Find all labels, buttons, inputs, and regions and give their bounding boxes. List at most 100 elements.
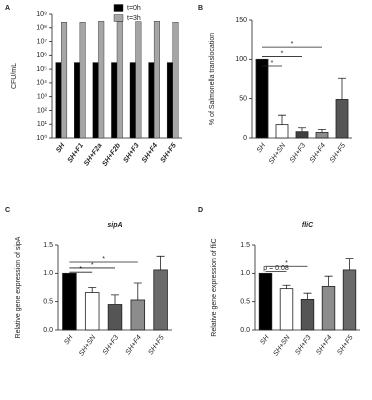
bar <box>153 269 168 331</box>
y-tick-label: 1.0 <box>240 270 250 277</box>
x-tick-label: SH+F1 <box>67 142 85 164</box>
bar <box>62 272 77 331</box>
bar <box>130 299 146 331</box>
y-tick-label: 10⁴ <box>36 80 47 87</box>
bar <box>98 21 105 139</box>
annotation: * <box>271 60 274 67</box>
x-tick-label: SH+F3 <box>294 334 312 356</box>
error-bar <box>324 275 333 287</box>
x-tick-label: SH+F3 <box>289 142 307 164</box>
bar <box>295 131 309 139</box>
bar <box>300 298 315 331</box>
panel-label: B <box>198 5 203 12</box>
x-tick-label: SH+F5 <box>329 142 347 164</box>
bar <box>315 132 329 139</box>
annotation: p = 0.08 <box>263 265 289 272</box>
x-tick-label: SH+SN <box>272 333 292 357</box>
panel-label: C <box>5 207 10 214</box>
bar <box>166 62 173 139</box>
error-bar <box>345 258 354 270</box>
bar <box>79 22 86 139</box>
bar <box>116 21 123 139</box>
x-tick-label: SH+F5 <box>147 334 165 356</box>
legend-label: t=3h <box>127 15 141 22</box>
annotation: * <box>281 50 284 57</box>
bar <box>335 99 349 139</box>
x-tick-label: SH+F5 <box>160 142 178 164</box>
y-tick-label: 10⁶ <box>36 52 47 59</box>
y-tick-label: 10² <box>37 107 48 114</box>
y-tick-label: 100 <box>235 56 247 63</box>
x-tick-label: SH+F4 <box>141 142 159 164</box>
x-tick-label: SH+F2b <box>101 142 122 168</box>
legend-swatch <box>113 4 124 12</box>
y-axis-label: % of Salmonella translocation <box>209 33 216 125</box>
x-tick-label: SH <box>259 333 271 346</box>
x-tick-label: SH+F4 <box>309 142 327 164</box>
y-tick-label: 1.5 <box>240 242 250 249</box>
bar <box>55 62 62 139</box>
bar <box>107 304 123 331</box>
annotation: * <box>291 41 294 48</box>
bar <box>279 288 294 331</box>
bar <box>153 21 160 139</box>
panel-label: A <box>5 5 10 12</box>
legend-label: t=0h <box>127 5 141 12</box>
annotation: * <box>285 260 288 267</box>
y-tick-label: 10³ <box>37 94 48 101</box>
y-tick-label: 10¹ <box>37 121 48 128</box>
error-bar <box>88 287 97 293</box>
x-tick-label: SH+F3 <box>122 142 140 164</box>
y-tick-label: 0.0 <box>240 327 250 334</box>
y-axis-label: CFU/mL <box>11 63 18 89</box>
bar <box>135 21 142 139</box>
bar <box>342 269 357 331</box>
bar <box>61 22 68 139</box>
y-axis-label: Relative gene expression of sipA <box>15 236 22 338</box>
annotation: * <box>91 262 94 269</box>
error-bar <box>282 284 291 289</box>
y-tick-label: 0 <box>243 135 247 142</box>
annotation: * <box>102 256 105 263</box>
y-tick-label: 50 <box>239 96 247 103</box>
y-tick-label: 10⁸ <box>36 25 47 32</box>
x-tick-label: SH <box>55 141 67 154</box>
bar <box>275 124 289 139</box>
y-tick-label: 0.5 <box>43 299 53 306</box>
y-tick-label: 10⁷ <box>37 38 48 45</box>
error-bar <box>156 255 165 270</box>
bar <box>92 62 99 139</box>
x-tick-label: SH <box>256 141 268 154</box>
y-tick-label: 0.5 <box>240 299 250 306</box>
y-tick-label: 1.0 <box>43 270 53 277</box>
bar <box>172 22 179 139</box>
bar <box>255 58 269 139</box>
bar <box>148 62 155 139</box>
y-tick-label: 150 <box>235 17 247 24</box>
panel-label: D <box>198 207 203 214</box>
chart-title: fliC <box>302 222 314 229</box>
y-tick-label: 1.5 <box>43 242 53 249</box>
x-tick-label: SH+F3 <box>102 334 120 356</box>
bar <box>129 62 136 139</box>
error-bar <box>278 114 286 125</box>
bar <box>258 272 273 331</box>
bar <box>84 292 100 331</box>
legend-swatch <box>113 14 124 22</box>
error-bar <box>338 77 346 100</box>
y-tick-label: 10⁹ <box>36 11 47 18</box>
error-bar <box>318 128 326 133</box>
error-bar <box>133 282 142 300</box>
chart-title: sipA <box>107 222 122 229</box>
bar <box>74 62 81 139</box>
x-tick-label: SH+F5 <box>336 334 354 356</box>
y-tick-label: 0.0 <box>43 327 53 334</box>
x-tick-label: SH+F4 <box>315 334 333 356</box>
y-tick-label: 10⁰ <box>36 134 47 142</box>
x-tick-label: SH+SN <box>268 141 288 165</box>
bar <box>321 285 336 331</box>
annotation: * <box>79 266 82 273</box>
error-bar <box>111 294 119 305</box>
x-tick-label: SH+F4 <box>125 334 143 356</box>
